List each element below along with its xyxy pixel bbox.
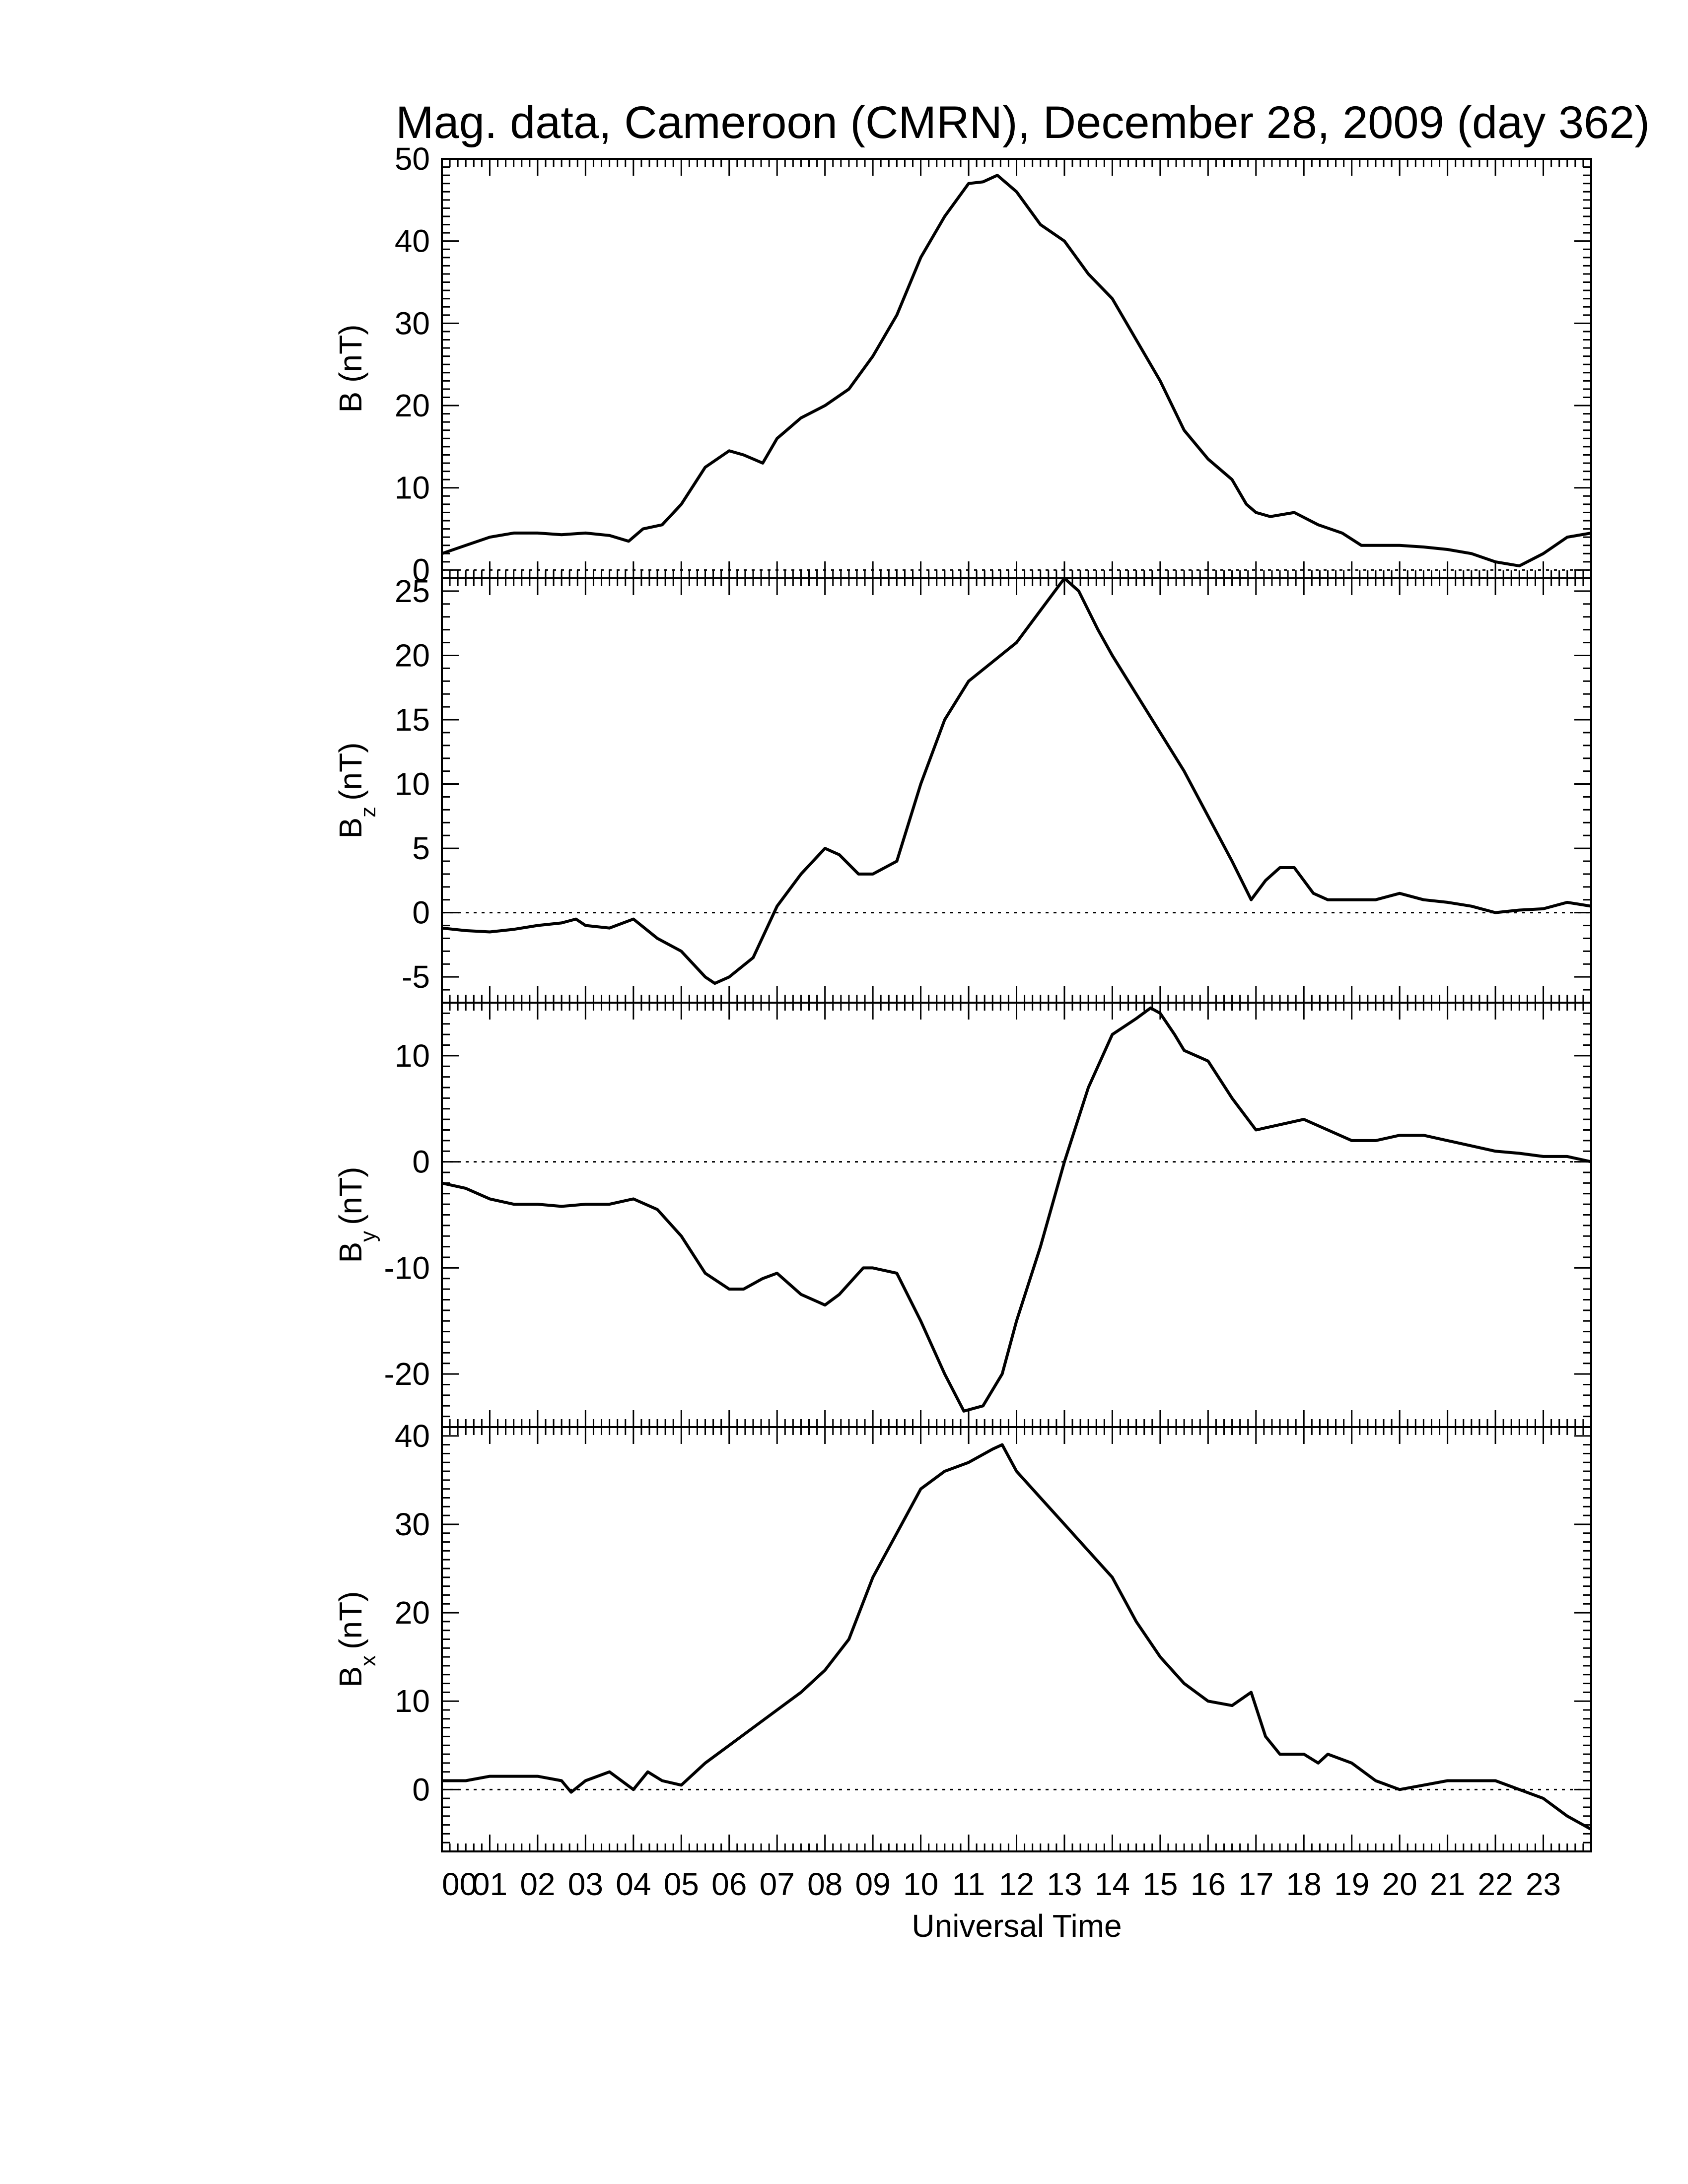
x-tick-label: 02 [520,1866,555,1902]
panels-group: 0 10 20 30 40 50 B (nT) -5 0 5 10 15 20 25 Bz (nT) -20 -10… [333,141,1592,1852]
y-tick-label: -10 [384,1250,430,1286]
plot-frame [441,1002,1592,1428]
y-tick-label: 20 [395,1595,430,1631]
x-tick-label: 04 [616,1866,651,1902]
y-axis-label-main: B [333,818,368,839]
y-tick-label: 15 [395,702,430,738]
x-tick-label: 14 [1095,1866,1130,1902]
y-tick-label: 10 [395,1038,430,1074]
y-tick-label: -5 [402,959,430,995]
y-tick-label: 10 [395,1683,430,1719]
y-tick-label: 5 [412,830,430,866]
y-axis-label-unit: (nT) [333,1167,368,1225]
x-axis-label: Universal Time [912,1908,1122,1944]
x-tick-label: 07 [760,1866,795,1902]
plot-frame [441,158,1592,579]
x-tick-label: 01 [472,1866,507,1902]
series-line [441,1006,1592,1413]
x-tick-label: 20 [1382,1866,1417,1902]
panel-4: 0 10 20 30 40 Bx (nT) [333,1418,1592,1852]
y-axis-label-unit: (nT) [333,325,368,383]
y-tick-label: 30 [395,1506,430,1542]
x-tick-label: 08 [807,1866,843,1902]
plot-frame [441,1426,1592,1852]
series-line [441,174,1592,568]
x-tick-label: 06 [711,1866,747,1902]
x-tick-label: 22 [1477,1866,1513,1902]
y-tick-label: -20 [384,1356,430,1392]
y-axis-label-main: B [333,1242,368,1263]
y-tick-label: 40 [395,1418,430,1454]
x-tick-label: 10 [903,1866,938,1902]
y-tick-label: 0 [412,1144,430,1180]
y-tick-label: 10 [395,470,430,506]
x-tick-label: 09 [855,1866,891,1902]
y-axis-label-unit: (nT) [333,1591,368,1649]
y-axis-label: By (nT) [333,1167,380,1263]
x-tick-label: 13 [1047,1866,1082,1902]
y-axis-label: B (nT) [333,325,368,413]
y-axis-label-sub: z [356,807,380,818]
panel-2: -5 0 5 10 15 20 25 Bz (nT) [333,573,1592,1004]
x-tick-label: 05 [664,1866,699,1902]
x-tick-label: 19 [1334,1866,1369,1902]
x-tick-label: 21 [1430,1866,1465,1902]
panel-3: -20 -10 0 10 By (nT) [333,1002,1592,1428]
series-line [441,577,1592,985]
chart-title: Mag. data, Cameroon (CMRN), December 28,… [396,97,1650,148]
y-tick-label: 30 [395,305,430,341]
y-axis-label-sub: y [356,1231,380,1242]
y-axis-label: Bz (nT) [333,743,380,839]
x-tick-label: 23 [1526,1866,1561,1902]
series-line [442,1443,1592,1831]
y-tick-label: 50 [395,141,430,177]
panel-1: 0 10 20 30 40 50 B (nT) [333,141,1592,588]
x-tick-label: 00 [442,1866,477,1902]
y-axis-label: Bx (nT) [333,1591,380,1688]
x-tick-label: 17 [1238,1866,1273,1902]
y-tick-label: 0 [412,552,430,588]
y-tick-label: 10 [395,766,430,802]
x-tick-label: 15 [1142,1866,1178,1902]
x-tick-label: 11 [952,1866,985,1902]
y-tick-label: 25 [395,573,430,609]
y-tick-label: 0 [412,895,430,931]
y-tick-label: 20 [395,637,430,673]
x-tick-label: 18 [1286,1866,1322,1902]
y-axis-label-main: B [333,392,368,413]
x-tick-label: 03 [568,1866,603,1902]
y-tick-label: 40 [395,223,430,259]
x-tick-label: 16 [1191,1866,1226,1902]
y-axis-label-sub: x [356,1655,380,1666]
y-axis-label-main: B [333,1666,368,1688]
x-tick-label: 12 [999,1866,1034,1902]
y-tick-label: 0 [412,1772,430,1807]
y-tick-label: 20 [395,388,430,423]
y-axis-label-unit: (nT) [333,743,368,801]
